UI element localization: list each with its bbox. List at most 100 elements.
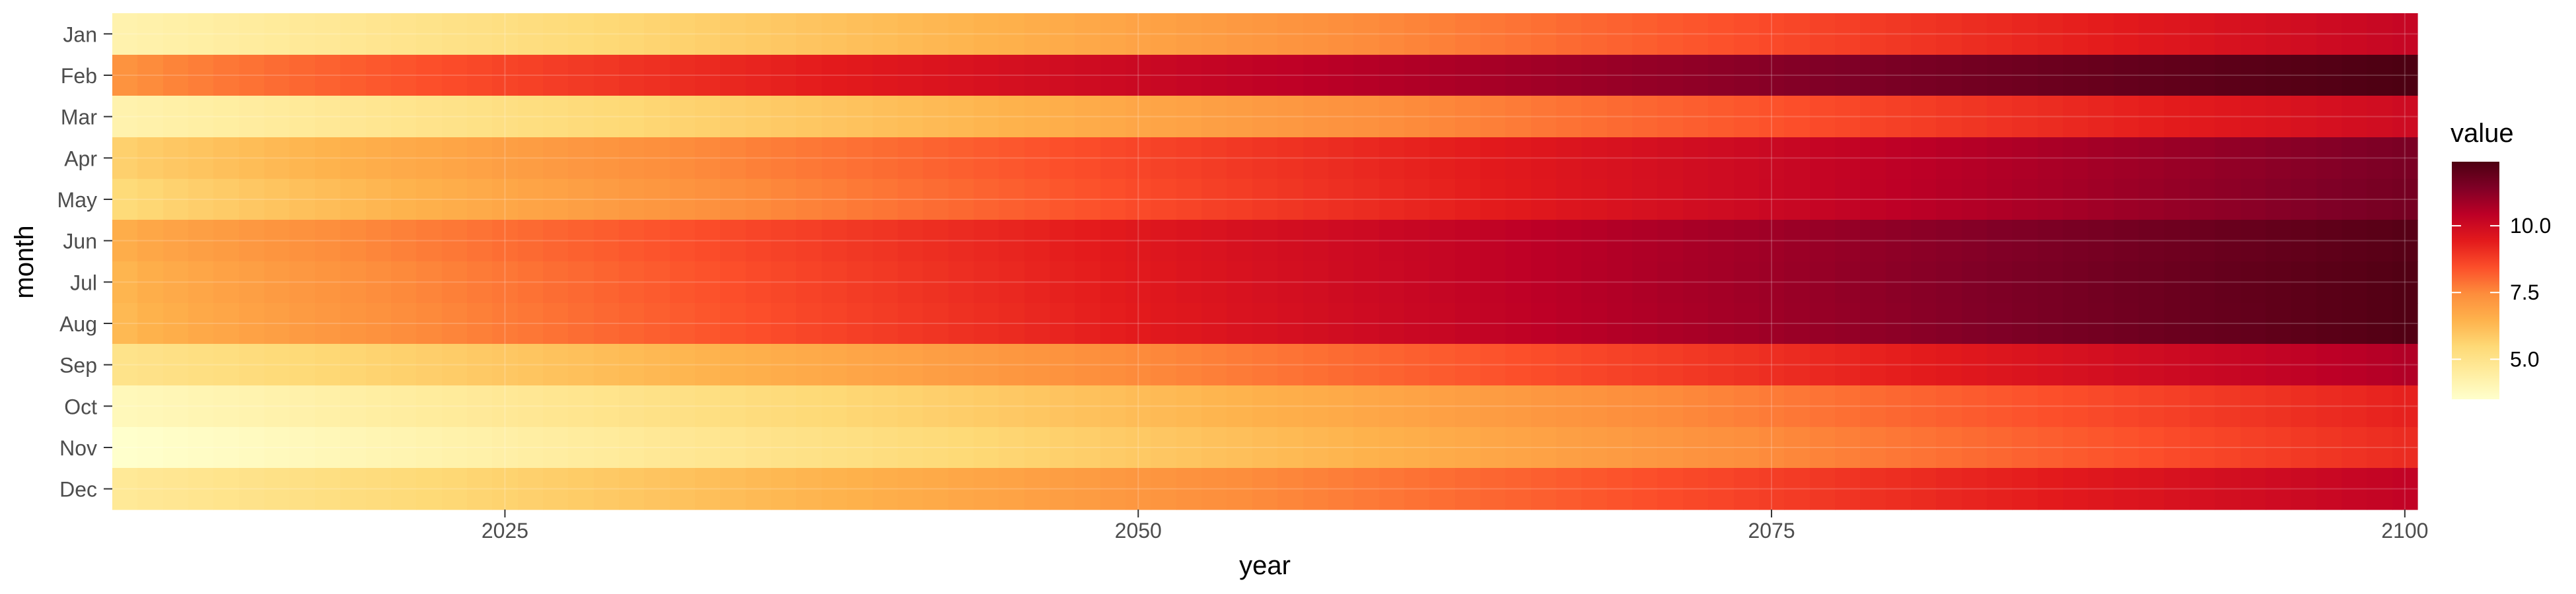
heatmap-tile <box>543 13 569 55</box>
heatmap-tile <box>1911 179 1937 220</box>
heatmap-tile <box>948 468 974 510</box>
heatmap-tile <box>974 55 999 96</box>
heatmap-tile <box>1581 220 1608 262</box>
heatmap-tile <box>847 427 873 469</box>
heatmap-tile <box>2012 344 2038 386</box>
heatmap-tile <box>1556 344 1582 386</box>
heatmap-tile <box>1480 55 1506 96</box>
heatmap-tile <box>1126 96 1151 138</box>
heatmap-tile <box>163 427 189 469</box>
heatmap-tile <box>2215 179 2241 220</box>
heatmap-tile <box>264 137 290 180</box>
heatmap-tile <box>1657 96 1684 138</box>
heatmap-tile <box>796 385 822 428</box>
heatmap-tile <box>695 179 721 220</box>
heatmap-tile <box>1708 13 1735 55</box>
heatmap-tile <box>188 137 214 180</box>
heatmap-tile <box>1227 427 1253 469</box>
heatmap-tile <box>416 468 443 510</box>
heatmap-tile <box>2063 96 2089 138</box>
heatmap-tile <box>1024 13 1050 55</box>
heatmap-tile <box>2088 55 2114 96</box>
heatmap-tile <box>1353 55 1380 96</box>
heatmap-tile <box>1429 96 1456 138</box>
heatmap-tile <box>1024 179 1050 220</box>
heatmap-tile <box>1480 468 1506 510</box>
heatmap-tile <box>1480 137 1506 180</box>
heatmap-tile <box>1328 303 1354 345</box>
heatmap-tile <box>1277 179 1304 220</box>
heatmap-tile <box>289 13 316 55</box>
heatmap-tile <box>898 220 923 262</box>
heatmap-tile <box>1227 137 1253 180</box>
heatmap-tile <box>2139 137 2165 180</box>
heatmap-tile <box>2088 385 2114 428</box>
heatmap-tile <box>2291 344 2317 386</box>
heatmap-tile <box>1936 468 1962 510</box>
heatmap-tile <box>771 303 797 345</box>
heatmap-tile <box>1176 179 1202 220</box>
heatmap-tile <box>366 468 392 510</box>
heatmap-tile <box>1657 385 1684 428</box>
heatmap-tile <box>2164 137 2190 180</box>
y-tick-label: Jun <box>63 230 97 253</box>
heatmap-tile <box>239 137 265 180</box>
heatmap-tile <box>847 13 873 55</box>
heatmap-tile <box>1962 13 1987 55</box>
heatmap-tile <box>1505 468 1532 510</box>
heatmap-tile <box>1911 13 1937 55</box>
heatmap-tile <box>1455 261 1481 304</box>
heatmap-tile <box>2291 55 2317 96</box>
heatmap-tile <box>644 344 670 386</box>
heatmap-tile <box>2088 137 2114 180</box>
heatmap-tile <box>695 385 721 428</box>
heatmap-tile <box>619 13 645 55</box>
heatmap-tile <box>695 96 721 138</box>
heatmap-tile <box>1936 261 1962 304</box>
heatmap-tile <box>2367 468 2393 510</box>
heatmap-tile <box>898 137 923 180</box>
heatmap-tile <box>2316 220 2342 262</box>
heatmap-tile <box>2139 55 2165 96</box>
heatmap-tile <box>873 468 898 510</box>
heatmap-tile <box>2316 96 2342 138</box>
heatmap-tile <box>315 303 341 345</box>
heatmap-tile <box>1201 427 1227 469</box>
grid-lines <box>112 13 2417 510</box>
heatmap-tile <box>1632 468 1658 510</box>
heatmap-tile <box>670 427 696 469</box>
heatmap-tile <box>1657 468 1684 510</box>
y-tick-label: Oct <box>64 395 97 418</box>
heatmap-tile <box>822 220 847 262</box>
heatmap-tile <box>366 427 392 469</box>
heatmap-tile <box>2291 261 2317 304</box>
heatmap-tile <box>188 468 214 510</box>
heatmap-tile <box>796 220 822 262</box>
heatmap-tile <box>1277 55 1304 96</box>
heatmap-tile <box>518 468 544 510</box>
heatmap-tile <box>340 261 367 304</box>
heatmap-tile <box>315 427 341 469</box>
x-axis-label: year <box>1239 551 1291 580</box>
heatmap-tile <box>1886 137 1912 180</box>
heatmap-tile <box>2038 55 2063 96</box>
heatmap-tile <box>822 13 847 55</box>
heatmap-tile <box>746 385 771 428</box>
heatmap-tile <box>213 179 240 220</box>
heatmap-tile <box>1962 385 1987 428</box>
heatmap-tile <box>1657 179 1684 220</box>
heatmap-tile <box>1201 468 1227 510</box>
heatmap-tile <box>289 385 316 428</box>
heatmap-tile <box>188 344 214 386</box>
x-tick-label: 2050 <box>1115 519 1162 543</box>
heatmap-tile <box>2342 427 2367 469</box>
heatmap-tile <box>1100 179 1126 220</box>
heatmap-tile <box>1784 55 1810 96</box>
heatmap-tile <box>2392 179 2418 220</box>
heatmap-tile <box>923 13 949 55</box>
heatmap-tile <box>1708 137 1735 180</box>
heatmap-tile <box>264 344 290 386</box>
heatmap-tile <box>442 13 468 55</box>
heatmap-tile <box>1429 261 1456 304</box>
heatmap-tile <box>2291 13 2317 55</box>
